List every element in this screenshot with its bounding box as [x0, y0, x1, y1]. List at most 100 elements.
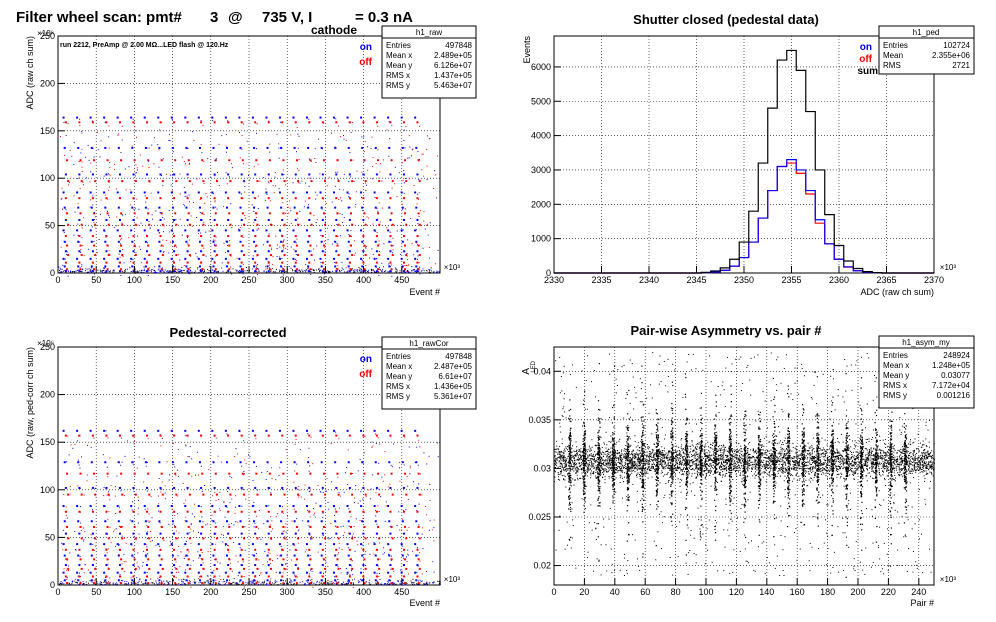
raw-point	[99, 156, 101, 158]
cor-level-point	[347, 579, 350, 582]
cor-level-point	[173, 548, 176, 551]
raw-level-point	[64, 250, 67, 253]
raw-point	[357, 269, 359, 271]
cor-point	[114, 495, 116, 497]
asym-point	[769, 452, 771, 454]
cor-level-point	[322, 582, 325, 585]
raw-point	[85, 268, 87, 270]
raw-level-point	[173, 218, 176, 221]
cor-point	[352, 473, 354, 475]
raw-level-point	[309, 212, 312, 215]
raw-level-point	[255, 268, 258, 271]
cor-point	[255, 465, 257, 467]
cor-level-point	[253, 579, 256, 582]
raw-level-point	[337, 180, 340, 183]
raw-point	[434, 263, 436, 265]
raw-level-point	[94, 180, 97, 183]
cor-point	[192, 530, 194, 532]
cor-point	[368, 543, 370, 545]
cor-level-point	[402, 575, 405, 578]
raw-level-point	[103, 229, 106, 232]
raw-legend-on: on	[360, 42, 372, 53]
raw-point	[83, 255, 85, 257]
raw-level-point	[118, 121, 121, 124]
cor-point	[65, 514, 67, 516]
cor-point	[417, 565, 419, 567]
cor-point	[102, 454, 104, 456]
asym-point	[587, 457, 589, 459]
cor-level-point	[320, 461, 323, 464]
cor-point	[161, 580, 163, 582]
asym-point	[698, 467, 700, 469]
cor-point	[114, 486, 116, 488]
raw-point	[418, 271, 420, 273]
raw-level-point	[281, 270, 284, 273]
raw-point	[354, 271, 356, 273]
asym-point	[614, 453, 616, 455]
raw-point	[200, 120, 202, 122]
asym-point	[863, 463, 865, 465]
cor-point	[95, 496, 97, 498]
cor-point	[226, 544, 228, 546]
raw-point	[152, 218, 154, 220]
cor-point	[206, 575, 208, 577]
raw-point	[60, 246, 62, 248]
raw-level-point	[227, 173, 230, 176]
cor-point	[177, 475, 179, 477]
raw-point	[199, 212, 201, 214]
raw-level-point	[132, 173, 135, 176]
raw-level-point	[351, 254, 354, 257]
raw-point	[109, 161, 111, 163]
cor-level-point	[211, 543, 214, 546]
cor-level-point	[146, 434, 149, 437]
cor-point	[251, 582, 253, 584]
raw-level-point	[160, 212, 163, 215]
raw-level-point	[173, 173, 176, 176]
raw-point	[105, 194, 107, 196]
cor-point	[308, 583, 310, 585]
cor-point	[409, 465, 411, 467]
raw-point	[214, 239, 216, 241]
cor-point	[224, 581, 226, 583]
asym-point	[691, 473, 693, 475]
cor-point	[234, 582, 236, 584]
cor-point	[406, 583, 408, 585]
cor-level-point	[201, 582, 204, 585]
asym-point	[812, 470, 814, 472]
cor-level-point	[94, 567, 97, 570]
cor-point	[420, 580, 422, 582]
asym-point	[877, 463, 879, 465]
cor-point	[260, 583, 262, 585]
cor-point	[107, 518, 109, 520]
asym-point	[901, 458, 903, 460]
cor-level-point	[130, 543, 133, 546]
asym-point	[771, 442, 773, 444]
cor-level-point	[362, 548, 365, 551]
raw-level-point	[401, 146, 404, 149]
asym-point	[723, 467, 725, 469]
raw-point	[221, 135, 223, 137]
raw-point	[313, 215, 315, 217]
cor-point	[190, 523, 192, 525]
cor-level-point	[266, 520, 269, 523]
cor-point	[360, 568, 362, 570]
asym-point	[586, 466, 588, 468]
raw-point	[65, 254, 67, 256]
cor-level-point	[280, 461, 283, 464]
cor-point	[125, 561, 127, 563]
raw-point	[428, 138, 430, 140]
cor-point	[277, 558, 279, 560]
asym-point	[795, 462, 797, 464]
cor-point	[400, 580, 402, 582]
raw-point	[81, 166, 83, 168]
raw-point	[413, 269, 415, 271]
raw-point	[416, 203, 418, 205]
raw-point	[135, 180, 137, 182]
cor-point	[203, 583, 205, 585]
raw-point	[295, 258, 297, 260]
cor-point	[169, 580, 171, 582]
asym-point	[570, 447, 572, 449]
canvas-title-current: = 0.3 nA	[355, 9, 413, 26]
cor-level-point	[186, 434, 189, 437]
